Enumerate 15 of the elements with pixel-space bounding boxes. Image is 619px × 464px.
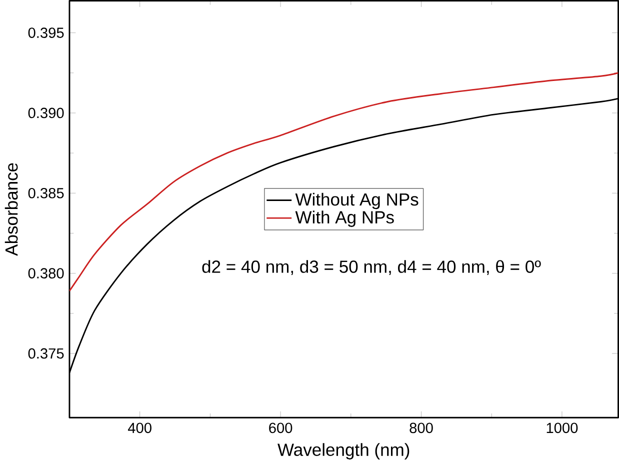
y-tick-label: 0.375 (28, 348, 64, 358)
y-axis-title: Absorbance (4, 163, 18, 256)
legend-label: Without Ag NPs (295, 192, 418, 209)
legend-label: With Ag NPs (295, 210, 394, 227)
annotation: d2 = 40 nm, d3 = 50 nm, d4 = 40 nm, θ = 0º (202, 260, 541, 275)
line-series (69, 72, 618, 292)
x-axis-title: Wavelength (nm) (278, 442, 410, 460)
y-tick-label: 0.385 (28, 188, 64, 198)
y-tick-label: 0.390 (28, 108, 64, 118)
x-tick-label: 600 (269, 422, 292, 433)
y-tick-label: 0.380 (28, 268, 64, 278)
x-tick-label: 400 (128, 422, 152, 433)
x-tick-label: 1000 (546, 422, 578, 433)
y-tick-label: 0.395 (28, 27, 64, 38)
x-tick-label: 800 (410, 422, 433, 433)
